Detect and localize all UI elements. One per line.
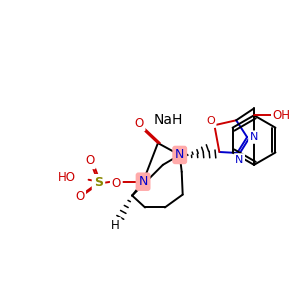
Text: O: O xyxy=(134,117,144,130)
Text: H: H xyxy=(111,219,120,232)
Text: N: N xyxy=(138,175,148,188)
Text: OH: OH xyxy=(273,109,291,122)
Text: S: S xyxy=(94,176,103,189)
Text: O: O xyxy=(85,154,94,167)
Text: O: O xyxy=(206,116,215,126)
Text: NaH: NaH xyxy=(153,113,182,127)
Text: O: O xyxy=(75,190,84,203)
Text: N: N xyxy=(250,132,258,142)
Text: N: N xyxy=(235,155,243,165)
Text: O: O xyxy=(112,177,121,190)
Text: HO: HO xyxy=(58,171,76,184)
Text: N: N xyxy=(175,148,184,161)
